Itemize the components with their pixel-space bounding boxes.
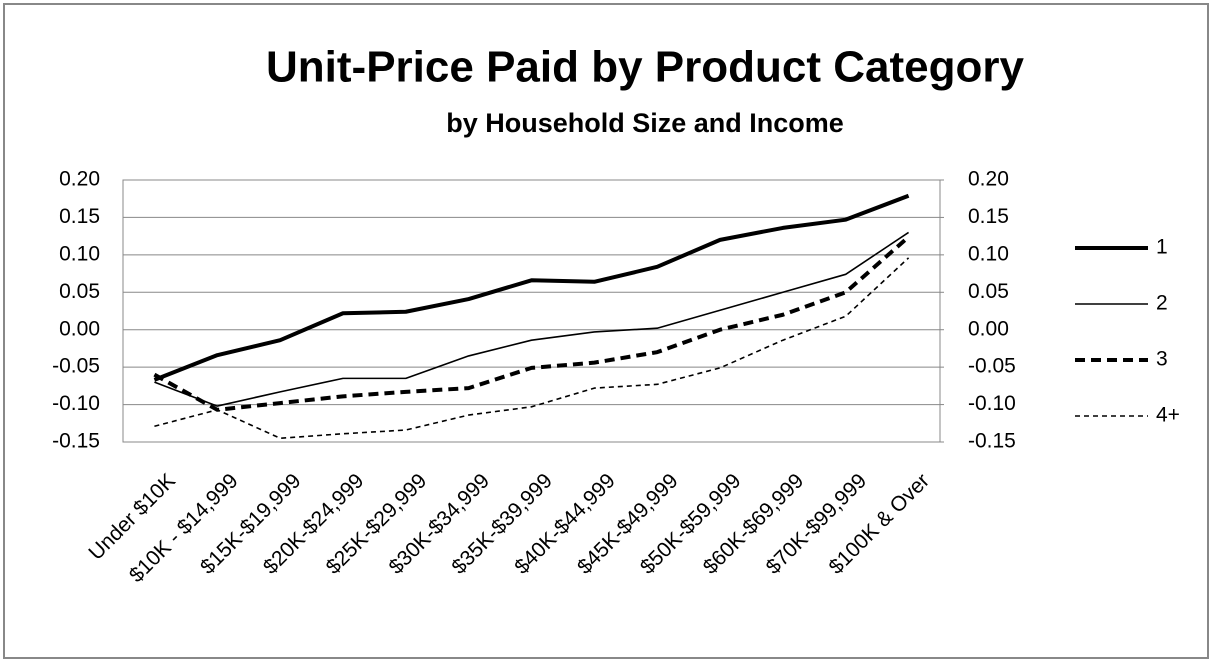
y2-tick-label: 0.20	[968, 168, 1009, 191]
series-line	[154, 257, 910, 440]
legend-label: 3	[1156, 348, 1168, 371]
legend-label: 2	[1156, 292, 1168, 315]
y2-tick-label: -0.05	[968, 355, 1016, 378]
y-tick-label: 0.05	[59, 280, 100, 303]
y2-tick-label: -0.10	[968, 392, 1016, 415]
y2-tick-label: 0.15	[968, 205, 1009, 228]
legend-label: 1	[1156, 236, 1168, 259]
y-tick-label: 0.00	[59, 317, 100, 340]
series-line	[153, 235, 910, 412]
y-tick-label: 0.10	[59, 242, 100, 265]
y2-tick-label: 0.05	[968, 280, 1009, 303]
y2-tick-label: 0.00	[968, 317, 1009, 340]
chart-title: Unit-Price Paid by Product Category	[266, 43, 1024, 92]
legend-label: 4+	[1156, 404, 1180, 427]
y-tick-label: -0.15	[52, 430, 100, 453]
y-tick-label: 0.20	[59, 168, 100, 191]
series-line	[154, 231, 910, 407]
y-tick-label: -0.10	[52, 392, 100, 415]
chart-subtitle: by Household Size and Income	[446, 108, 844, 138]
y-tick-label: 0.15	[59, 205, 100, 228]
y-tick-label: -0.05	[52, 355, 100, 378]
series-line	[153, 193, 910, 382]
y2-tick-label: -0.15	[968, 430, 1016, 453]
y2-tick-label: 0.10	[968, 242, 1009, 265]
